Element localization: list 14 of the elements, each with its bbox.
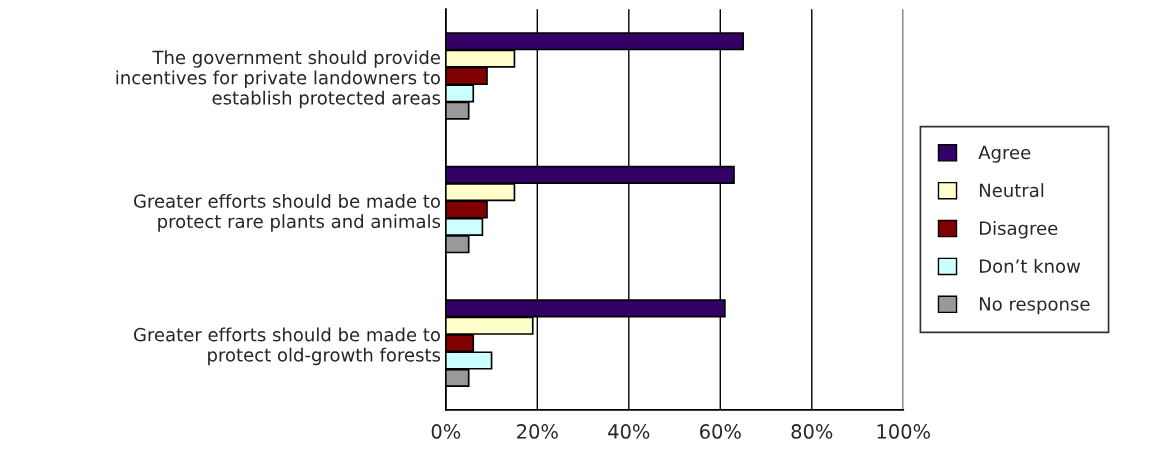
legend-label: Agree [978, 145, 1031, 163]
legend-label: No response [979, 297, 1090, 315]
x-tick-label: 60% [700, 424, 741, 439]
x-tick-label: 80% [791, 424, 833, 439]
y-tick-label: Greater efforts should be made to protect rare plants and animals [133, 193, 441, 232]
y-tick-label: The government should provide incentives for private landowners to establish protected areas [116, 50, 441, 109]
x-tick-label: 100% [877, 424, 930, 439]
legend-label: Don’t know [979, 258, 1081, 273]
x-tick-label: 0% [431, 424, 461, 439]
legend-label: Disagree [979, 221, 1058, 239]
y-tick-label: Greater efforts should be made to protect old-growth forests [133, 327, 441, 366]
legend-label: Neutral [979, 183, 1044, 198]
x-tick-label: 40% [608, 424, 650, 439]
x-tick-label: 20% [517, 424, 558, 439]
